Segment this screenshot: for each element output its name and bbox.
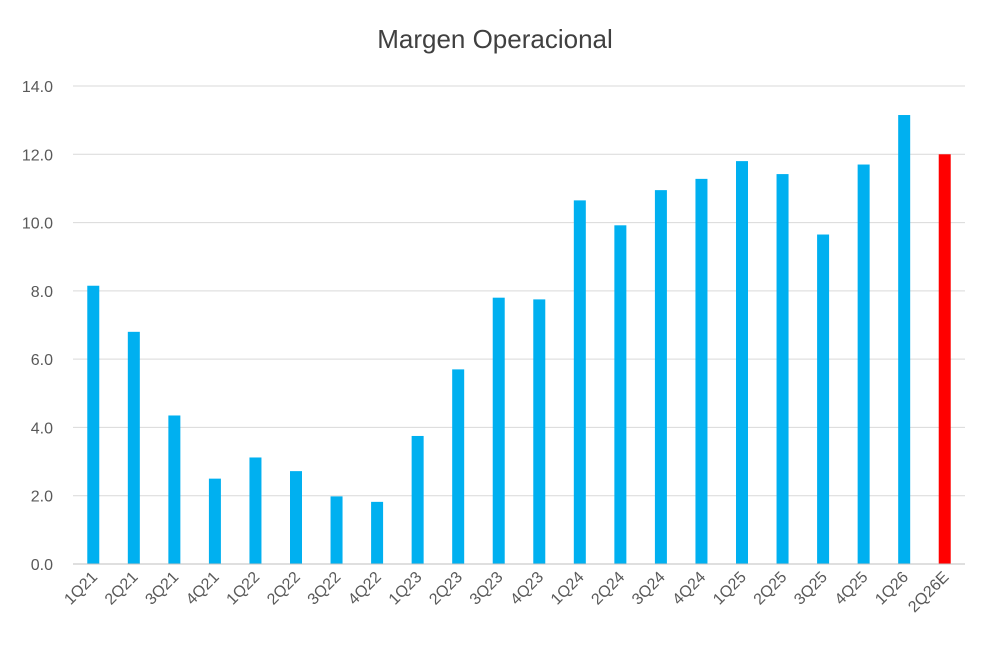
- x-tick-label: 3Q22: [305, 569, 345, 609]
- x-tick-label: 2Q25: [751, 569, 791, 609]
- bar: [898, 115, 911, 565]
- y-tick-label: 6.0: [31, 352, 53, 369]
- bar: [87, 285, 100, 564]
- x-tick-label: 4Q24: [670, 569, 710, 609]
- y-tick-label: 4.0: [31, 420, 53, 437]
- gridlines: [73, 85, 965, 497]
- y-axis-ticks: 0.0 2.0 4.0 6.0 8.0 10.0 12.0 14.0: [22, 79, 53, 574]
- x-tick-label: 3Q25: [791, 569, 831, 609]
- x-tick-label: 2Q24: [588, 569, 628, 609]
- bar: [817, 234, 830, 564]
- chart-title: Margen Operacional: [377, 24, 613, 54]
- x-tick-label: 1Q22: [224, 569, 264, 609]
- x-tick-label: 1Q21: [61, 569, 101, 609]
- x-axis-ticks: 1Q21 2Q21 3Q21 4Q21 1Q22 2Q22 3Q22 4Q22 1Q23 2Q23…: [61, 569, 952, 616]
- x-tick-label: 3Q24: [629, 569, 669, 609]
- x-tick-label: 3Q23: [467, 569, 507, 609]
- y-tick-label: 2.0: [31, 489, 53, 506]
- bar: [533, 299, 546, 564]
- bar: [249, 457, 262, 564]
- y-tick-label: 14.0: [22, 79, 53, 96]
- y-tick-label: 8.0: [31, 284, 53, 301]
- bars: [87, 115, 951, 565]
- bar: [654, 190, 667, 564]
- bar: [127, 331, 140, 564]
- y-tick-label: 0.0: [31, 557, 53, 574]
- bar: [168, 415, 181, 564]
- x-tick-label: 4Q22: [345, 569, 385, 609]
- bar: [573, 200, 586, 564]
- x-tick-label: 1Q24: [548, 569, 588, 609]
- bar: [736, 161, 748, 564]
- bar: [371, 501, 384, 564]
- y-tick-label: 12.0: [22, 147, 53, 164]
- bar: [776, 174, 789, 565]
- x-tick-label: 3Q21: [142, 569, 182, 609]
- x-tick-label: 2Q21: [102, 569, 142, 609]
- bar: [330, 496, 343, 564]
- bar: [290, 471, 302, 564]
- bar: [614, 225, 627, 564]
- x-tick-label: 1Q25: [710, 569, 750, 609]
- bar: [857, 164, 870, 564]
- y-tick-label: 10.0: [22, 216, 53, 233]
- bar: [492, 297, 505, 564]
- x-tick-label: 2Q26E: [905, 569, 952, 616]
- x-tick-label: 2Q22: [264, 569, 304, 609]
- x-tick-label: 4Q23: [507, 569, 547, 609]
- bar: [695, 178, 708, 564]
- x-tick-label: 2Q23: [426, 569, 466, 609]
- bar: [411, 435, 424, 564]
- bar: [208, 478, 221, 564]
- x-tick-label: 4Q21: [183, 569, 223, 609]
- x-tick-label: 4Q25: [832, 569, 872, 609]
- bar: [452, 369, 465, 564]
- bar-estimate: [938, 154, 951, 565]
- x-tick-label: 1Q23: [386, 569, 426, 609]
